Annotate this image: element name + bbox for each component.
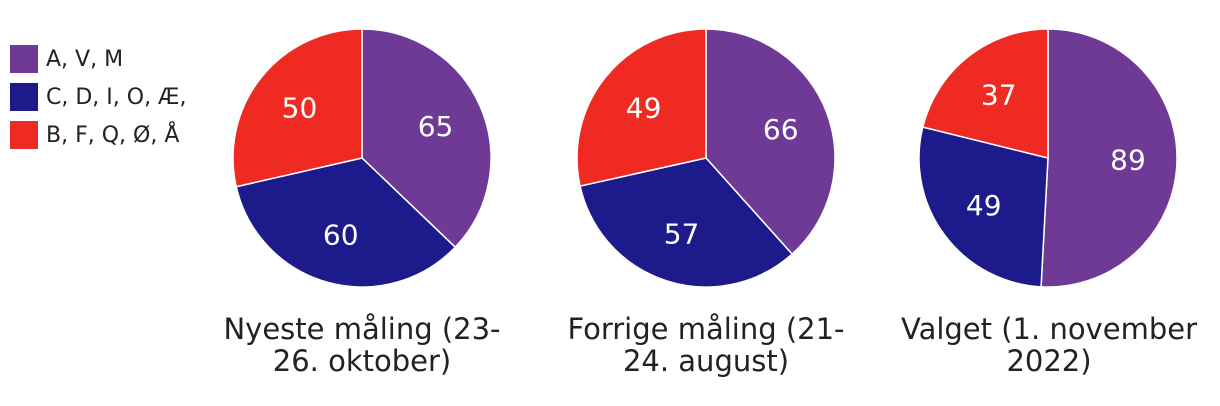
pie-slice-previous-cdioae bbox=[579, 157, 794, 288]
pie-label-newest-bfqoa: 50 bbox=[282, 92, 318, 125]
chart-title-previous-line1: Forrige måling (21- bbox=[567, 312, 845, 346]
pie-slice-newest-cdioae bbox=[235, 157, 457, 288]
pie-label-newest-avm: 65 bbox=[418, 110, 454, 143]
legend-swatch-cdioae bbox=[10, 83, 38, 111]
legend-label-cdioae: C, D, I, O, Æ, bbox=[46, 84, 187, 110]
chart-title-newest-line1: Nyeste måling (23- bbox=[223, 312, 501, 346]
pie-slice-newest-bfqoa bbox=[232, 28, 363, 188]
chart-title-election-line1: Valget (1. november bbox=[900, 312, 1197, 346]
legend-swatch-avm bbox=[10, 45, 38, 73]
pie-previous: 66 57 49 bbox=[576, 28, 836, 288]
legend-item-cdioae: C, D, I, O, Æ, bbox=[10, 78, 186, 116]
legend-label-bfqoa: B, F, Q, Ø, Å bbox=[46, 122, 180, 148]
pie-label-previous-bfqoa: 49 bbox=[626, 91, 662, 124]
pie-slice-election-avm bbox=[1040, 28, 1178, 288]
pie-label-previous-avm: 66 bbox=[763, 113, 799, 146]
chart-title-newest: Nyeste måling (23- 26. oktober) bbox=[202, 313, 522, 377]
pie-label-newest-cdioae: 60 bbox=[323, 219, 359, 252]
pie-label-election-cdioae: 49 bbox=[966, 189, 1002, 222]
chart-title-previous-line2: 24. august) bbox=[622, 344, 790, 378]
legend-swatch-bfqoa bbox=[10, 121, 38, 149]
pie-label-previous-cdioae: 57 bbox=[664, 218, 700, 251]
legend-label-avm: A, V, M bbox=[46, 46, 124, 72]
pie-slice-newest-avm bbox=[361, 28, 492, 249]
pie-slice-election-cdioae bbox=[918, 126, 1049, 288]
pie-label-election-avm: 89 bbox=[1110, 144, 1146, 177]
pie-label-election-bfqoa: 37 bbox=[981, 79, 1017, 112]
pie-slice-previous-avm bbox=[705, 28, 836, 256]
chart-title-election-line2: 2022) bbox=[1006, 344, 1092, 378]
pie-newest: 65 60 50 bbox=[232, 28, 492, 288]
legend-item-bfqoa: B, F, Q, Ø, Å bbox=[10, 116, 186, 154]
chart-title-newest-line2: 26. oktober) bbox=[272, 344, 452, 378]
pie-slice-previous-bfqoa bbox=[576, 28, 707, 187]
pie-election: 89 49 37 bbox=[918, 28, 1178, 288]
legend: A, V, M C, D, I, O, Æ, B, F, Q, Ø, Å bbox=[10, 40, 186, 154]
chart-title-previous: Forrige måling (21- 24. august) bbox=[546, 313, 866, 377]
chart-title-election: Valget (1. november 2022) bbox=[889, 313, 1209, 377]
legend-item-avm: A, V, M bbox=[10, 40, 186, 78]
pie-slice-election-bfqoa bbox=[921, 28, 1049, 159]
